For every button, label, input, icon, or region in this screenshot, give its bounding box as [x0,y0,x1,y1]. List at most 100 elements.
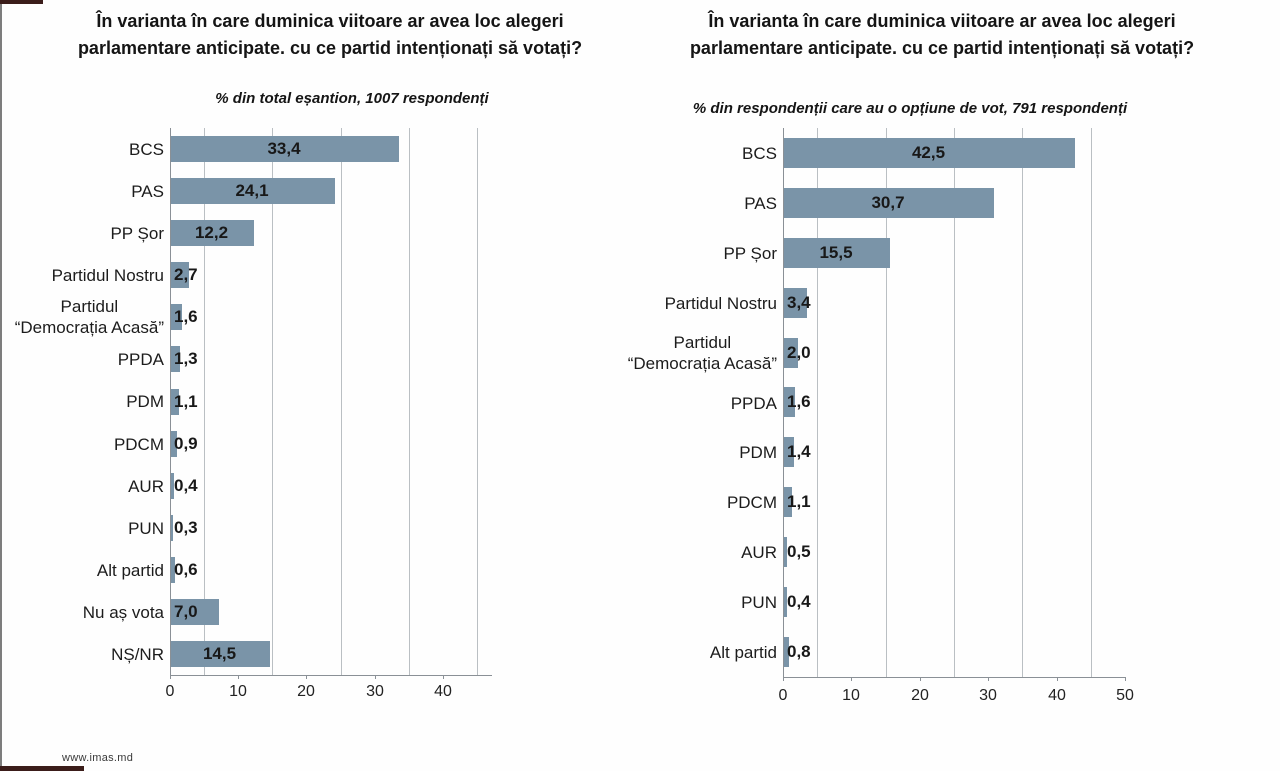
bar [784,338,798,368]
bar [784,587,787,617]
category-label: PDCM [470,477,777,527]
plot-area [783,128,1125,678]
bar [171,220,254,246]
category-label-text: PDM [126,391,164,411]
category-label: PAS [470,178,777,228]
axis-tick [988,677,989,681]
plot-area [170,128,492,676]
bar [171,262,189,288]
bar-value-label: 3,4 [787,293,811,312]
gridline [272,128,273,675]
bar-value-label: 1,1 [174,392,198,411]
axis-tick-label: 0 [165,683,175,700]
category-label-text: PUN [128,518,164,538]
bar [784,437,794,467]
category-label: PPDA [470,378,777,428]
category-label-text: PPDA [730,393,777,413]
category-label-text: PAS [744,193,777,213]
bar-value-label: 1,1 [787,492,811,511]
axis-tick-label: 10 [229,683,247,700]
category-label: PAS [0,170,164,212]
category-label: Partidul Nostru [470,278,777,328]
bar [784,537,787,567]
category-label-text: NȘ/NR [111,644,164,664]
bar [784,238,890,268]
bar-value-label: 24,1 [235,181,269,200]
bar-value-label: 12,2 [194,223,229,242]
category-label-text: Alt partid [96,560,164,580]
bar-value-label: 42,5 [911,143,946,162]
bar [784,487,792,517]
chart-subtitle: % din total eșantion, 1007 respondenți [215,90,489,107]
gridline [817,128,818,677]
category-label-text: BCS [129,139,164,159]
axis-tick [443,675,444,679]
chart-title: În varianta în care duminica viitoare ar… [77,11,583,58]
bar-value-label: 15,5 [819,243,853,262]
axis-tick-label: 40 [434,683,452,700]
chart-title: În varianta în care duminica viitoare ar… [689,11,1195,58]
bar [171,136,399,162]
bar-value-label: 30,7 [871,193,905,212]
chart-voters-with-option: În varianta în care duminica viitoare ar… [628,0,1280,740]
category-label-text: PDM [739,442,777,462]
accent-bar-bottom-left [0,766,84,771]
category-label-text: Partidul “Democrația Acasă” [627,333,777,373]
category-label: PDM [0,380,164,422]
bar-value-label: 0,4 [787,592,811,611]
category-label: PUN [0,507,164,549]
category-label: Alt partid [0,549,164,591]
x-axis-line [783,677,1125,678]
category-label-text: Nu aș vota [82,602,164,622]
bar [784,138,1075,168]
category-label-text: Alt partid [709,642,777,662]
bar-value-label: 14,5 [202,644,237,663]
accent-bar-top-left [0,0,43,4]
gridline [341,128,342,675]
category-label-text: BCS [742,143,777,163]
category-label-text: PDCM [113,434,164,454]
bar [784,188,994,218]
axis-tick [238,675,239,679]
bar [171,431,177,457]
gridline [1091,128,1092,677]
category-label-text: PP Șor [110,223,164,243]
category-label-text: PPDA [117,349,164,369]
gridline [1022,128,1023,677]
category-label-text: AUR [128,476,164,496]
category-label: AUR [0,465,164,507]
bar [171,178,335,204]
category-label-text: PDCM [726,492,777,512]
bar [784,387,795,417]
bar [784,288,807,318]
axis-tick-label: 10 [842,687,860,704]
bar-value-label: 0,8 [787,642,811,661]
bar-value-label: 0,3 [174,518,198,537]
category-label-text: PUN [741,592,777,612]
axis-tick-label: 20 [911,687,929,704]
y-axis-line [783,128,784,677]
category-label-text: Partidul Nostru [51,265,164,285]
gridline [477,128,478,675]
bar [171,473,174,499]
bar [784,637,789,667]
category-label-text: PP Șor [723,243,777,263]
bar-value-label: 1,3 [174,349,198,368]
category-label: BCS [470,128,777,178]
chart-total-sample: În varianta în care duminica viitoare ar… [0,0,640,740]
bar-value-label: 0,5 [787,542,811,561]
bar [171,557,175,583]
x-axis-line [170,675,492,676]
bar-value-label: 33,4 [267,139,301,158]
category-label: PP Șor [470,228,777,278]
axis-tick-label: 30 [366,683,384,700]
bar [171,641,270,667]
gridline [204,128,205,675]
bar [171,515,173,541]
category-label-text: PAS [131,181,164,201]
bar-value-label: 1,4 [787,442,811,461]
bar [171,304,182,330]
category-label: PP Șor [0,212,164,254]
category-label: Partidul “Democrația Acasă” [0,296,164,338]
